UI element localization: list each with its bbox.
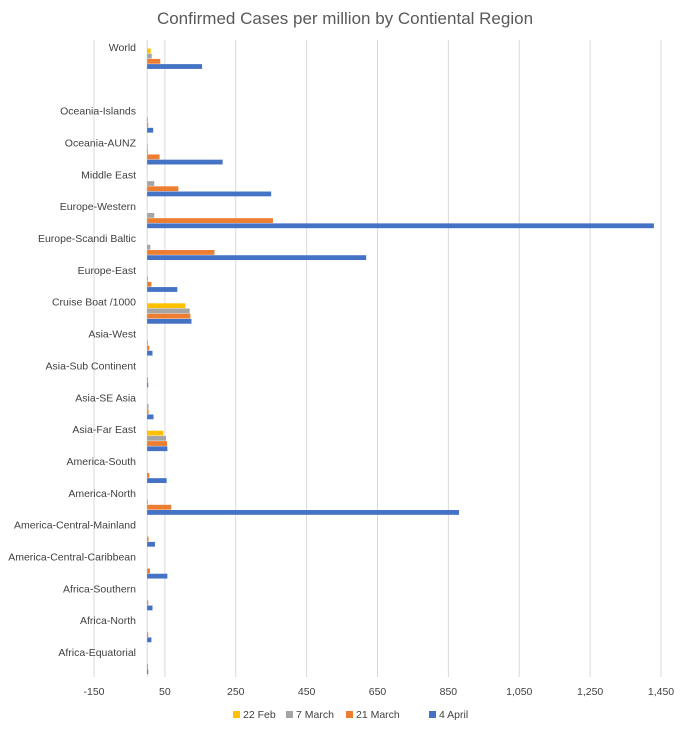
bar: [147, 218, 273, 223]
bar: [147, 318, 192, 324]
bar: [147, 223, 654, 229]
category-label: Europe-Scandi Baltic: [38, 233, 136, 245]
bar: [147, 382, 149, 388]
bar: [147, 303, 186, 309]
bar: [147, 605, 153, 611]
bar: [147, 308, 190, 314]
bar: [147, 632, 149, 638]
bar: [147, 504, 172, 510]
category-label: America-Central-Mainland: [14, 520, 136, 532]
bar: [147, 573, 168, 579]
category-label: Oceania-Islands: [60, 106, 136, 118]
bar: [147, 441, 168, 446]
bar: [147, 281, 152, 287]
bar: [147, 669, 149, 675]
bar: [147, 48, 151, 54]
bar: [147, 568, 150, 574]
bar: [147, 159, 223, 165]
bar: [147, 350, 153, 356]
bar: [147, 499, 148, 505]
bar: [147, 149, 148, 155]
legend-swatch: [346, 711, 353, 718]
legend-swatch: [286, 711, 293, 718]
category-label: Europe-Western: [60, 201, 136, 213]
bar: [147, 287, 178, 292]
bar: [147, 637, 152, 643]
bar: [147, 181, 155, 186]
category-label: America-North: [68, 488, 136, 500]
x-tick-label: 50: [159, 686, 171, 698]
x-tick-label: 850: [440, 686, 458, 698]
category-label: Africa-Equatorial: [58, 647, 136, 659]
bars: [147, 48, 654, 675]
x-tick-label: 650: [369, 686, 387, 698]
bar: [147, 404, 149, 409]
x-axis-tick-labels: -150 50 250 450 650 850 1,050 1,250 1,450: [83, 686, 674, 698]
bar: [147, 127, 154, 133]
bar: [147, 144, 148, 149]
legend-label: 22 Feb: [243, 709, 276, 721]
bar: [147, 409, 149, 415]
chart-title: Confirmed Cases per million by Contienta…: [157, 9, 533, 28]
x-tick-label: 1,250: [577, 686, 603, 698]
bar: [147, 244, 151, 250]
category-labels: World Oceania-Islands Oceania-AUNZ Middle E…: [8, 42, 136, 659]
bar: [147, 472, 150, 478]
bar: [147, 435, 166, 441]
legend-label: 4 April: [439, 709, 468, 721]
x-tick-label: 1,050: [506, 686, 532, 698]
bar: [147, 186, 179, 192]
category-label: Africa-Southern: [63, 583, 136, 595]
bar: [147, 510, 460, 515]
x-tick-label: 450: [298, 686, 316, 698]
category-label: Europe-East: [78, 265, 136, 277]
category-label: Cruise Boat /1000: [52, 297, 136, 309]
bar: [147, 377, 148, 383]
bar: [147, 53, 152, 59]
bar: [147, 313, 191, 319]
bar: [147, 478, 167, 483]
category-label: Asia-SE Asia: [75, 392, 136, 404]
legend-swatch: [429, 711, 436, 718]
category-label: Asia-Far East: [72, 424, 136, 436]
bar: [147, 541, 155, 547]
bar: [147, 250, 215, 255]
bar: [147, 600, 149, 606]
legend-swatch: [233, 711, 240, 718]
bar: [147, 414, 154, 420]
bar: [147, 276, 148, 282]
category-label: America-South: [67, 456, 137, 468]
bar: [147, 345, 150, 351]
bar: [147, 664, 148, 669]
x-tick-label: 250: [227, 686, 245, 698]
legend-label: 21 March: [356, 709, 400, 721]
category-label: Asia-West: [88, 329, 136, 341]
legend: 22 Feb 7 March 21 March 4 April: [233, 709, 468, 721]
bar: [147, 212, 155, 218]
category-label: Africa-North: [80, 615, 136, 627]
bar: [147, 58, 161, 64]
bar: [147, 191, 272, 197]
bar: [147, 64, 203, 69]
category-label: America-Central-Caribbean: [8, 552, 136, 564]
bar: [147, 446, 168, 452]
bar: [147, 536, 149, 542]
x-tick-label: -150: [83, 686, 104, 698]
bar: [147, 430, 164, 436]
bar: [147, 122, 149, 128]
category-label: World: [109, 42, 136, 54]
legend-label: 7 March: [296, 709, 334, 721]
category-label: Oceania-AUNZ: [65, 137, 137, 149]
bar: [147, 117, 148, 123]
grid: [93, 40, 662, 677]
bar: [147, 154, 160, 160]
bar: [147, 340, 148, 346]
x-tick-label: 1,450: [648, 686, 674, 698]
category-label: Middle East: [81, 169, 136, 181]
category-label: Asia-Sub Continent: [46, 360, 137, 372]
bar: [147, 255, 367, 261]
